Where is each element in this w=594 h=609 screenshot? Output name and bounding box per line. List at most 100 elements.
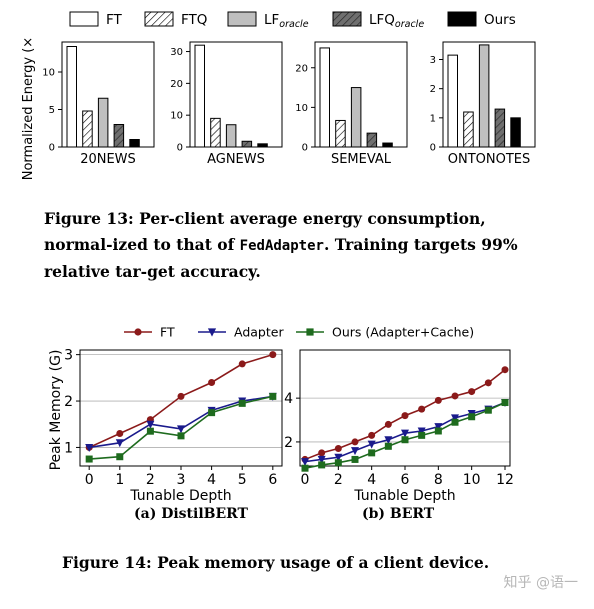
data-point <box>85 443 94 452</box>
data-point <box>334 459 342 467</box>
data-point <box>351 455 359 463</box>
data-point <box>85 455 93 463</box>
data-point <box>417 427 426 436</box>
data-point <box>177 425 185 434</box>
legend-marker-2 <box>306 328 314 336</box>
data-point <box>318 461 326 469</box>
y-tick-label: 3 <box>430 55 436 66</box>
bar-ours <box>382 142 393 148</box>
y-axis-label: Normalized Energy (×) <box>21 36 36 180</box>
data-point <box>208 409 216 417</box>
legend-swatch-4 <box>447 11 477 27</box>
data-point <box>368 431 376 439</box>
x-axis-label: 20NEWS <box>80 152 136 167</box>
bar-ft <box>66 46 77 148</box>
data-point <box>501 366 509 374</box>
bar-ft <box>319 47 330 148</box>
bar-panel-2: 0 10 20 SEMEVAL <box>295 41 408 167</box>
y-tick-label: 2 <box>284 435 293 451</box>
legend-label-0: FT <box>160 325 175 340</box>
legend-swatch-0 <box>69 11 99 27</box>
x-tick-label: 8 <box>434 472 443 488</box>
bar-lfqoracle <box>494 108 506 148</box>
y-tick-label: 10 <box>42 68 55 79</box>
legend-label-1: FTQ <box>181 12 207 28</box>
x-axis-label: Tunable Depth <box>353 488 455 504</box>
y-tick-label: 1 <box>64 440 73 456</box>
data-point <box>318 449 326 457</box>
bar-ours <box>510 117 521 148</box>
y-tick-label: 30 <box>170 47 183 58</box>
data-point <box>384 420 392 428</box>
bar-lforacle <box>97 97 109 148</box>
legend-label-2: Ours (Adapter+Cache) <box>332 325 474 340</box>
legend-swatch-1 <box>144 11 174 27</box>
y-tick-label: 2 <box>64 394 73 410</box>
x-tick-label: 6 <box>401 472 410 488</box>
bar-ft <box>194 44 205 148</box>
y-tick-label: 10 <box>170 111 183 122</box>
legend-marker-0 <box>134 328 142 336</box>
figure13-caption-code: FedAdapter <box>239 238 324 254</box>
data-point <box>451 392 459 400</box>
bar-lforacle <box>225 124 237 148</box>
data-point <box>401 412 409 420</box>
bar-ftq <box>82 110 93 148</box>
y-tick-label: 0 <box>430 143 436 154</box>
data-point <box>384 436 393 445</box>
y-tick-label: 20 <box>295 63 308 74</box>
bar-lforacle <box>478 44 490 148</box>
x-tick-label: 12 <box>496 472 514 488</box>
panel-frame <box>79 349 283 467</box>
figure13-caption-text: Figure 13: Per-client average energy con… <box>44 209 486 254</box>
data-point <box>177 432 185 440</box>
legend-swatch-3 <box>332 11 362 27</box>
bar-lforacle <box>350 87 362 148</box>
data-point <box>384 442 392 450</box>
data-point <box>269 392 277 400</box>
bar-ftq <box>335 119 346 148</box>
legend-label-3: LFQoracle <box>369 12 424 30</box>
panel-frame <box>299 349 511 467</box>
data-point <box>468 413 476 421</box>
y-axis-label: Peak Memory (G) <box>48 350 64 471</box>
data-point <box>301 464 309 472</box>
data-point <box>177 392 185 400</box>
bar-panel-0: 0 5 10 20NEWS <box>42 41 155 167</box>
figure13-caption: Figure 13: Per-client average energy con… <box>44 206 554 285</box>
data-point <box>146 427 154 435</box>
data-point <box>434 396 442 404</box>
figure13-legend: FT FTQ LForacle LFQoracle Ours <box>69 11 516 30</box>
y-tick-label: 0 <box>177 143 183 154</box>
data-point <box>334 453 343 462</box>
data-point <box>501 399 509 407</box>
subcaption-bert: (b) BERT <box>362 506 435 522</box>
data-point <box>367 440 376 449</box>
x-axis-label: Tunable Depth <box>129 488 231 504</box>
data-point <box>115 439 124 448</box>
data-point <box>484 406 492 414</box>
y-tick-label: 0 <box>49 143 55 154</box>
subcaption-distilbert: (a) DistilBERT <box>134 506 248 522</box>
x-axis-label: SEMEVAL <box>331 152 392 167</box>
figure14-caption: Figure 14: Peak memory usage of a client… <box>62 553 490 572</box>
y-tick-label: 20 <box>170 79 183 90</box>
data-point <box>351 438 359 446</box>
data-point <box>334 444 342 452</box>
x-tick-label: 10 <box>463 472 481 488</box>
y-tick-label: 0 <box>302 143 308 154</box>
x-tick-label: 2 <box>334 472 343 488</box>
data-point <box>434 427 442 435</box>
y-tick-label: 10 <box>295 103 308 114</box>
y-tick-label: 3 <box>64 348 73 364</box>
data-point <box>317 455 326 464</box>
x-tick-label: 3 <box>177 472 186 488</box>
data-point <box>451 418 459 426</box>
watermark: 知乎 @语一 <box>503 575 578 591</box>
x-tick-label: 4 <box>207 472 216 488</box>
data-point <box>401 436 409 444</box>
legend-label-0: FT <box>106 12 123 28</box>
data-point <box>238 399 246 407</box>
data-point <box>116 430 124 438</box>
bar-panel-3: 0 1 2 3 ONTONOTES <box>430 41 536 167</box>
